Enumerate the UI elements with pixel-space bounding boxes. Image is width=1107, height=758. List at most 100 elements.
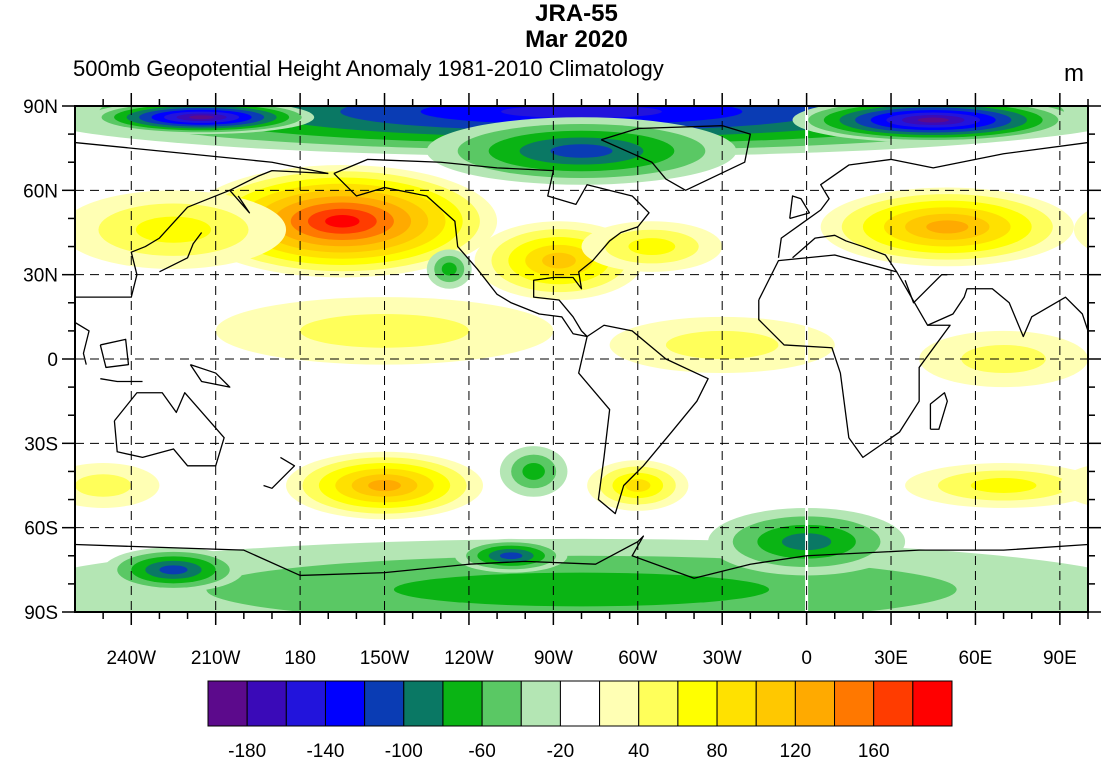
anomaly-east-asia: [75, 190, 1088, 270]
contour-level: [1073, 210, 1088, 249]
coastline: [789, 195, 811, 220]
anomaly-southwest-indian: [75, 463, 1107, 508]
contour-level: [300, 314, 469, 348]
contour-level: [189, 115, 215, 120]
coastline: [75, 321, 90, 365]
colorbar-swatch: [481, 680, 522, 727]
colorbar-swatch: [638, 680, 679, 727]
colorbar-swatch: [794, 680, 836, 727]
colorbar-swatch: [755, 680, 796, 727]
contour-level: [441, 262, 457, 276]
colorbar-label: 80: [706, 741, 727, 758]
anomaly-southeast-pacific-low: [499, 446, 568, 497]
colorbar-swatch: [442, 680, 483, 727]
lat-tick-label: 90N: [23, 97, 58, 118]
colorbar-label: 120: [780, 741, 812, 758]
coastline: [904, 274, 948, 304]
lon-tick-label: 60E: [959, 648, 993, 669]
anomaly-amundsen-sea: [454, 538, 568, 573]
contour-level: [550, 144, 613, 158]
lon-tick-label: 0: [801, 648, 812, 669]
coastline: [777, 141, 1088, 258]
lat-tick-label: 60N: [23, 181, 58, 202]
lon-tick-label: 150W: [360, 648, 410, 669]
contour-level: [1088, 474, 1107, 496]
coastlines: [75, 125, 1088, 579]
contour-level: [961, 344, 1046, 374]
contour-level: [628, 238, 676, 255]
colorbar-label: -180: [228, 741, 266, 758]
contour-level: [522, 463, 545, 480]
contour-level: [135, 216, 212, 243]
coastline: [75, 535, 1088, 579]
anomaly-north-atlantic: [581, 221, 723, 272]
anomaly-antarctic-west-pacific: [103, 547, 244, 593]
contour-level: [0, 478, 23, 493]
axes: 90N 60N 30N 0 30S 60S 90S 240W 210W 180 150W 120W 90…: [23, 93, 1101, 669]
contour-level: [393, 572, 770, 607]
contour-level: [0, 345, 33, 373]
coastline: [929, 392, 948, 430]
anomaly-north-pacific: [187, 165, 498, 278]
colorbar-swatch: [285, 680, 326, 727]
chart-subtitle: 500mb Geopotential Height Anomaly 1981-2…: [73, 56, 664, 81]
contour-level: [501, 106, 662, 119]
anomaly-south-america-high: [587, 460, 689, 511]
lon-tick-label: 240W: [106, 648, 156, 669]
chart-date: Mar 2020: [525, 26, 628, 53]
colorbar-label: -60: [468, 741, 495, 758]
anomaly-eurasia: [0, 187, 1074, 267]
lon-tick-label: 210W: [191, 648, 241, 669]
lat-tick-label: 30N: [23, 266, 58, 287]
contour-level: [0, 194, 40, 260]
chart-title: JRA-55: [535, 0, 618, 27]
coastline: [578, 324, 709, 515]
contour-level: [325, 215, 360, 228]
contour-level: [159, 565, 188, 575]
colorbar-swatch: [716, 680, 757, 727]
colorbar-swatch: [873, 680, 914, 727]
lon-tick-label: 30W: [703, 648, 742, 669]
colorbar-label: -100: [385, 741, 423, 758]
coastline: [229, 189, 251, 214]
lon-tick-label: 90E: [1043, 648, 1077, 669]
lon-tick-label: 180: [284, 648, 316, 669]
lat-tick-label: 30S: [24, 434, 58, 455]
coastline: [927, 288, 1088, 338]
units-label: m: [1064, 60, 1084, 87]
coastline: [75, 170, 329, 298]
lat-tick-label: 90S: [24, 603, 58, 624]
colorbar: -180 -140 -100 -60 -20 40 80 120 160: [207, 680, 953, 758]
colorbar-swatch: [599, 680, 640, 727]
anomaly-northeast-pacific-low: [426, 249, 472, 289]
colorbar-swatch: [677, 680, 718, 727]
coastline: [263, 456, 296, 489]
lat-tick-label: 60S: [24, 519, 58, 540]
contour-level: [1102, 100, 1107, 134]
contour-level: [970, 478, 1037, 493]
colorbar-swatch: [207, 680, 248, 727]
contour-level: [0, 201, 19, 253]
coastline: [100, 378, 143, 383]
lon-tick-label: 120W: [444, 648, 494, 669]
coastline: [333, 158, 650, 338]
lon-tick-label: 30E: [874, 648, 908, 669]
colorbar-swatch: [834, 680, 875, 727]
colorbar-swatch: [364, 680, 405, 727]
colorbar-swatch: [403, 680, 444, 727]
colorbar-label: 40: [628, 741, 649, 758]
colorbar-swatch: [246, 680, 287, 727]
contour-level: [0, 471, 56, 501]
anomaly-arctic-europe: [792, 106, 1074, 143]
coastline: [758, 254, 951, 459]
anomaly-indian-ocean: [0, 330, 1088, 388]
colorbar-swatch: [324, 680, 366, 727]
colorbar-swatch: [912, 680, 953, 727]
coastline: [159, 232, 203, 273]
lon-tick-label: 60W: [618, 648, 657, 669]
coastline: [189, 364, 231, 388]
colorbar-label: 160: [858, 741, 890, 758]
contour-level: [499, 552, 523, 560]
coastline: [99, 338, 130, 369]
